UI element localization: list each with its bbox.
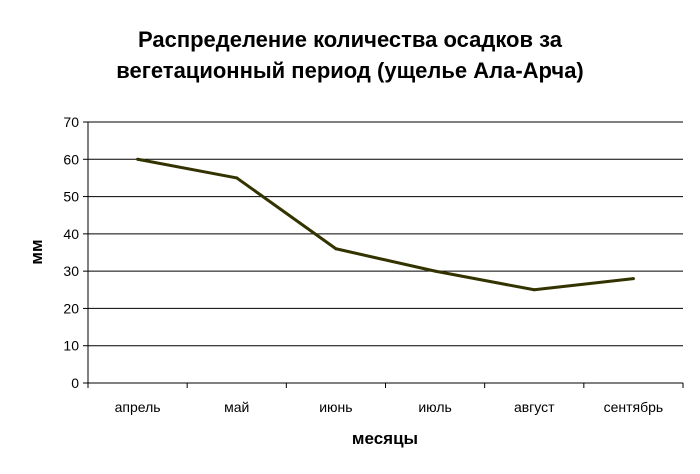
gridlines bbox=[88, 121, 683, 347]
x-axis-label: месяцы bbox=[352, 429, 418, 448]
series-group bbox=[136, 157, 635, 292]
x-tick-label: май bbox=[224, 399, 249, 415]
x-tick-label: сентябрь bbox=[604, 399, 664, 415]
data-point bbox=[433, 269, 437, 273]
data-point bbox=[631, 277, 635, 281]
y-axis-ticks: 0 10 20 30 40 50 60 70 bbox=[63, 114, 88, 391]
x-tick-label: август bbox=[514, 399, 555, 415]
x-tick-label: июнь bbox=[319, 399, 352, 415]
y-tick-label: 30 bbox=[63, 263, 79, 279]
data-point bbox=[334, 247, 338, 251]
x-tick-label: июль bbox=[418, 399, 451, 415]
data-point bbox=[136, 157, 140, 161]
y-tick-label: 50 bbox=[63, 189, 79, 205]
series-line-0 bbox=[137, 157, 634, 292]
y-tick-label: 10 bbox=[63, 338, 79, 354]
y-tick-label: 0 bbox=[71, 375, 79, 391]
x-axis-ticks: апрель май июнь июль август сентябрь bbox=[87, 383, 684, 415]
axes bbox=[87, 122, 683, 384]
chart-title-line-1: Распределение количества осадков за bbox=[138, 27, 563, 52]
data-point bbox=[235, 176, 239, 180]
chart-title-line-2: вегетационный период (ущелье Ала-Арча) bbox=[116, 58, 584, 83]
data-point bbox=[532, 288, 536, 292]
y-tick-label: 20 bbox=[63, 300, 79, 316]
y-axis-label: мм bbox=[27, 239, 46, 264]
y-tick-label: 60 bbox=[63, 151, 79, 167]
x-tick-label: апрель bbox=[115, 399, 161, 415]
y-tick-label: 40 bbox=[63, 226, 79, 242]
y-tick-label: 70 bbox=[63, 114, 79, 130]
